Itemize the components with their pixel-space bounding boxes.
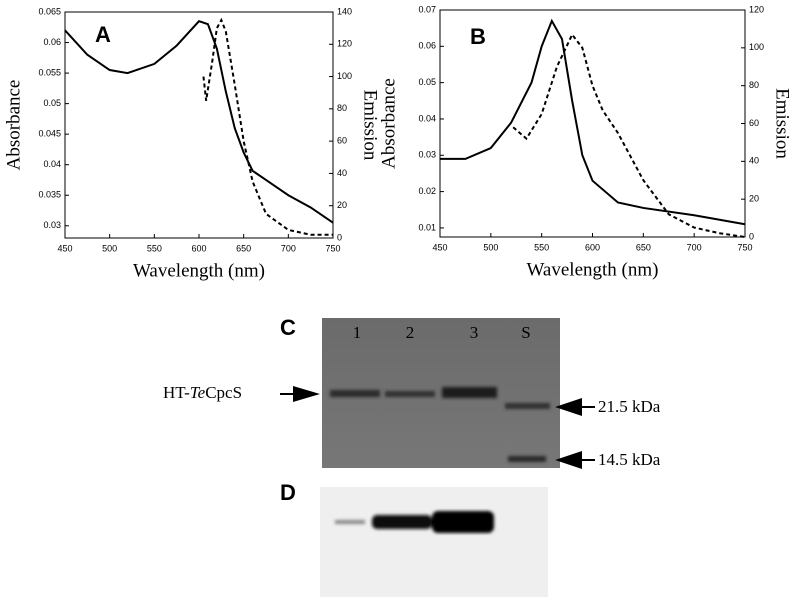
x-tick-label: 450 (57, 243, 72, 253)
lane-label: 1 (353, 323, 362, 342)
series-line (202, 17, 333, 236)
arrows (280, 386, 595, 469)
y2-tick-label: 80 (749, 80, 759, 90)
x-axis-label: Wavelength (nm) (133, 260, 265, 281)
y-tick-label: 0.045 (38, 129, 61, 139)
y-tick-label: 0.055 (38, 67, 61, 77)
panel-label: A (95, 22, 111, 47)
x-tick-label: 600 (585, 242, 600, 252)
y-tick-label: 0.01 (418, 222, 436, 232)
panel-label: C (280, 315, 296, 340)
y-tick-label: 0.05 (43, 98, 61, 108)
protein-label: HT-TeCpcS (163, 383, 242, 402)
x-tick-label: 450 (432, 242, 447, 252)
y-tick-label: 0.035 (38, 190, 61, 200)
marker-label: 21.5 kDa (598, 397, 661, 416)
y-axis-label: Absorbance (3, 80, 24, 171)
y2-tick-label: 100 (337, 71, 352, 81)
y2-tick-label: 100 (749, 42, 764, 52)
y-tick-label: 0.06 (418, 41, 436, 51)
panel-label: B (470, 24, 486, 49)
series-line (440, 18, 746, 226)
x-axis-label: Wavelength (nm) (527, 259, 659, 280)
blot-image (320, 487, 548, 597)
x-tick-label: 700 (687, 242, 702, 252)
y2-tick-label: 0 (337, 232, 342, 242)
x-tick-label: 650 (236, 243, 251, 253)
y-tick-label: 0.03 (43, 220, 61, 230)
y-tick-label: 0.02 (418, 186, 436, 196)
y-tick-label: 0.04 (418, 113, 436, 123)
x-tick-label: 500 (483, 242, 498, 252)
blot-bands (335, 511, 494, 533)
series-line (512, 32, 746, 238)
y2-tick-label: 60 (749, 118, 759, 128)
y2-tick-label: 40 (749, 156, 759, 166)
label-part: CpcS (205, 383, 242, 402)
y-tick-label: 0.07 (418, 4, 436, 14)
y-tick-label: 0.065 (38, 6, 61, 16)
marker-label: 14.5 kDa (598, 450, 661, 469)
y2-axis-label: Emission (360, 90, 381, 161)
y-tick-label: 0.04 (43, 159, 61, 169)
x-tick-label: 700 (281, 243, 296, 253)
y-tick-label: 0.06 (43, 37, 61, 47)
label-part: HT- (163, 383, 190, 402)
lane-label: S (521, 323, 530, 342)
x-tick-label: 750 (325, 243, 340, 253)
label-part: Te (190, 383, 206, 402)
panel-label: D (280, 480, 296, 505)
x-tick-label: 600 (191, 243, 206, 253)
series-line (64, 20, 334, 224)
y2-tick-label: 20 (749, 194, 759, 204)
y2-tick-label: 80 (337, 103, 347, 113)
y2-tick-label: 60 (337, 136, 347, 146)
x-tick-label: 500 (102, 243, 117, 253)
y-tick-label: 0.05 (418, 77, 436, 87)
y2-tick-label: 120 (337, 39, 352, 49)
y2-tick-label: 0 (749, 231, 754, 241)
lane-label: 2 (406, 323, 415, 342)
y2-tick-label: 140 (337, 6, 352, 16)
x-tick-label: 550 (534, 242, 549, 252)
lane-label: 3 (470, 323, 479, 342)
gel-bands (330, 387, 550, 462)
y-axis-label: Absorbance (378, 78, 399, 169)
x-tick-label: 750 (737, 242, 752, 252)
x-tick-label: 550 (147, 243, 162, 253)
y2-tick-label: 40 (337, 168, 347, 178)
x-tick-label: 650 (636, 242, 651, 252)
y2-tick-label: 20 (337, 200, 347, 210)
y-tick-label: 0.03 (418, 150, 436, 160)
y2-tick-label: 120 (749, 4, 764, 14)
y2-axis-label: Emission (772, 88, 793, 159)
